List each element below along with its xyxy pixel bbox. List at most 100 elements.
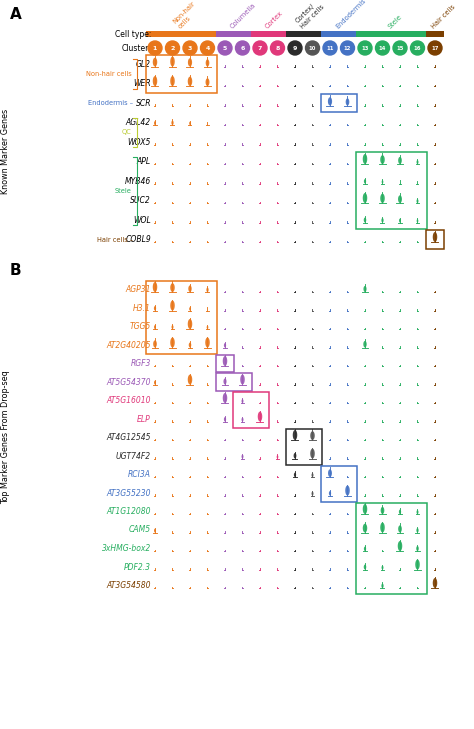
Polygon shape	[153, 340, 157, 348]
Text: 9: 9	[293, 45, 297, 50]
Text: Endodermis –: Endodermis –	[88, 100, 133, 106]
Polygon shape	[399, 219, 401, 222]
Polygon shape	[328, 469, 332, 477]
Polygon shape	[363, 193, 367, 203]
Polygon shape	[154, 121, 156, 125]
Text: RCI3A: RCI3A	[128, 470, 151, 479]
Polygon shape	[154, 529, 156, 532]
Circle shape	[165, 41, 180, 55]
Polygon shape	[205, 338, 210, 348]
Polygon shape	[188, 375, 192, 384]
Polygon shape	[345, 486, 350, 496]
Text: 14: 14	[379, 45, 386, 50]
Polygon shape	[242, 455, 244, 459]
Bar	[146, 31, 216, 36]
Polygon shape	[382, 218, 383, 222]
Polygon shape	[364, 217, 366, 222]
Polygon shape	[311, 491, 313, 496]
Text: AT3G55230: AT3G55230	[107, 488, 151, 497]
Polygon shape	[170, 283, 175, 292]
Circle shape	[218, 41, 232, 55]
Polygon shape	[258, 412, 262, 421]
Circle shape	[183, 41, 197, 55]
Text: SCR: SCR	[136, 98, 151, 107]
Polygon shape	[416, 546, 419, 551]
Text: AT4G12545: AT4G12545	[107, 433, 151, 442]
Polygon shape	[382, 180, 383, 184]
Text: 8: 8	[275, 45, 280, 50]
Polygon shape	[415, 559, 420, 569]
Text: TGG5: TGG5	[130, 322, 151, 331]
Text: 3xHMG-box2: 3xHMG-box2	[102, 544, 151, 553]
Bar	[321, 93, 356, 112]
Text: Hair cells: Hair cells	[431, 3, 457, 29]
Text: ELP: ELP	[137, 415, 151, 424]
Text: Columella: Columella	[229, 1, 257, 29]
Polygon shape	[399, 510, 401, 514]
Text: Cortex: Cortex	[264, 9, 284, 29]
Polygon shape	[170, 338, 175, 348]
Text: 6: 6	[240, 45, 245, 50]
Text: 2: 2	[170, 45, 175, 50]
Bar	[356, 31, 426, 36]
Polygon shape	[310, 448, 315, 459]
Polygon shape	[242, 418, 244, 421]
Polygon shape	[380, 155, 385, 164]
Circle shape	[236, 41, 249, 55]
Polygon shape	[416, 528, 419, 532]
Polygon shape	[293, 430, 297, 440]
Text: B: B	[10, 262, 22, 278]
Bar	[286, 429, 321, 465]
Polygon shape	[207, 326, 209, 329]
Circle shape	[323, 41, 337, 55]
Polygon shape	[398, 541, 402, 551]
Text: 12: 12	[344, 45, 351, 50]
Text: QC: QC	[122, 129, 132, 136]
Text: H3.1: H3.1	[133, 303, 151, 313]
Text: 15: 15	[396, 45, 404, 50]
Bar	[216, 354, 234, 373]
Text: 7: 7	[258, 45, 262, 50]
Polygon shape	[363, 523, 367, 532]
Polygon shape	[293, 453, 296, 459]
Polygon shape	[170, 57, 175, 66]
Circle shape	[271, 41, 284, 55]
Text: PDF2.3: PDF2.3	[124, 563, 151, 572]
Text: Non-hair cells: Non-hair cells	[86, 71, 132, 77]
Text: Stele: Stele	[387, 13, 403, 29]
Polygon shape	[223, 393, 227, 403]
Polygon shape	[433, 578, 437, 588]
Text: AGP31: AGP31	[126, 285, 151, 294]
Text: Stele: Stele	[115, 188, 132, 194]
Polygon shape	[294, 472, 296, 477]
Polygon shape	[398, 195, 402, 203]
Text: AT3G54580: AT3G54580	[107, 581, 151, 590]
Text: 17: 17	[431, 45, 439, 50]
Bar	[321, 31, 356, 36]
Polygon shape	[311, 473, 313, 477]
Polygon shape	[346, 98, 349, 106]
Text: 4: 4	[205, 45, 210, 50]
Text: RGF3: RGF3	[131, 359, 151, 368]
Polygon shape	[170, 300, 175, 311]
Text: Top Marker Genes From Drop-seq: Top Marker Genes From Drop-seq	[1, 370, 10, 504]
Polygon shape	[224, 417, 226, 421]
Circle shape	[375, 41, 390, 55]
Text: 10: 10	[309, 45, 316, 50]
Polygon shape	[206, 288, 209, 292]
Text: Cell type:: Cell type:	[115, 29, 151, 39]
Polygon shape	[328, 97, 332, 106]
Polygon shape	[380, 523, 385, 532]
Polygon shape	[188, 58, 192, 66]
Bar	[146, 55, 217, 93]
Text: COBL9: COBL9	[125, 235, 151, 244]
Polygon shape	[170, 76, 175, 86]
Bar	[216, 373, 252, 391]
Polygon shape	[364, 547, 366, 551]
Text: MYB46: MYB46	[125, 176, 151, 185]
Circle shape	[393, 41, 407, 55]
Bar	[251, 31, 286, 36]
Bar	[233, 391, 269, 428]
Text: GL2: GL2	[136, 60, 151, 69]
Text: AT5G16010: AT5G16010	[107, 396, 151, 405]
